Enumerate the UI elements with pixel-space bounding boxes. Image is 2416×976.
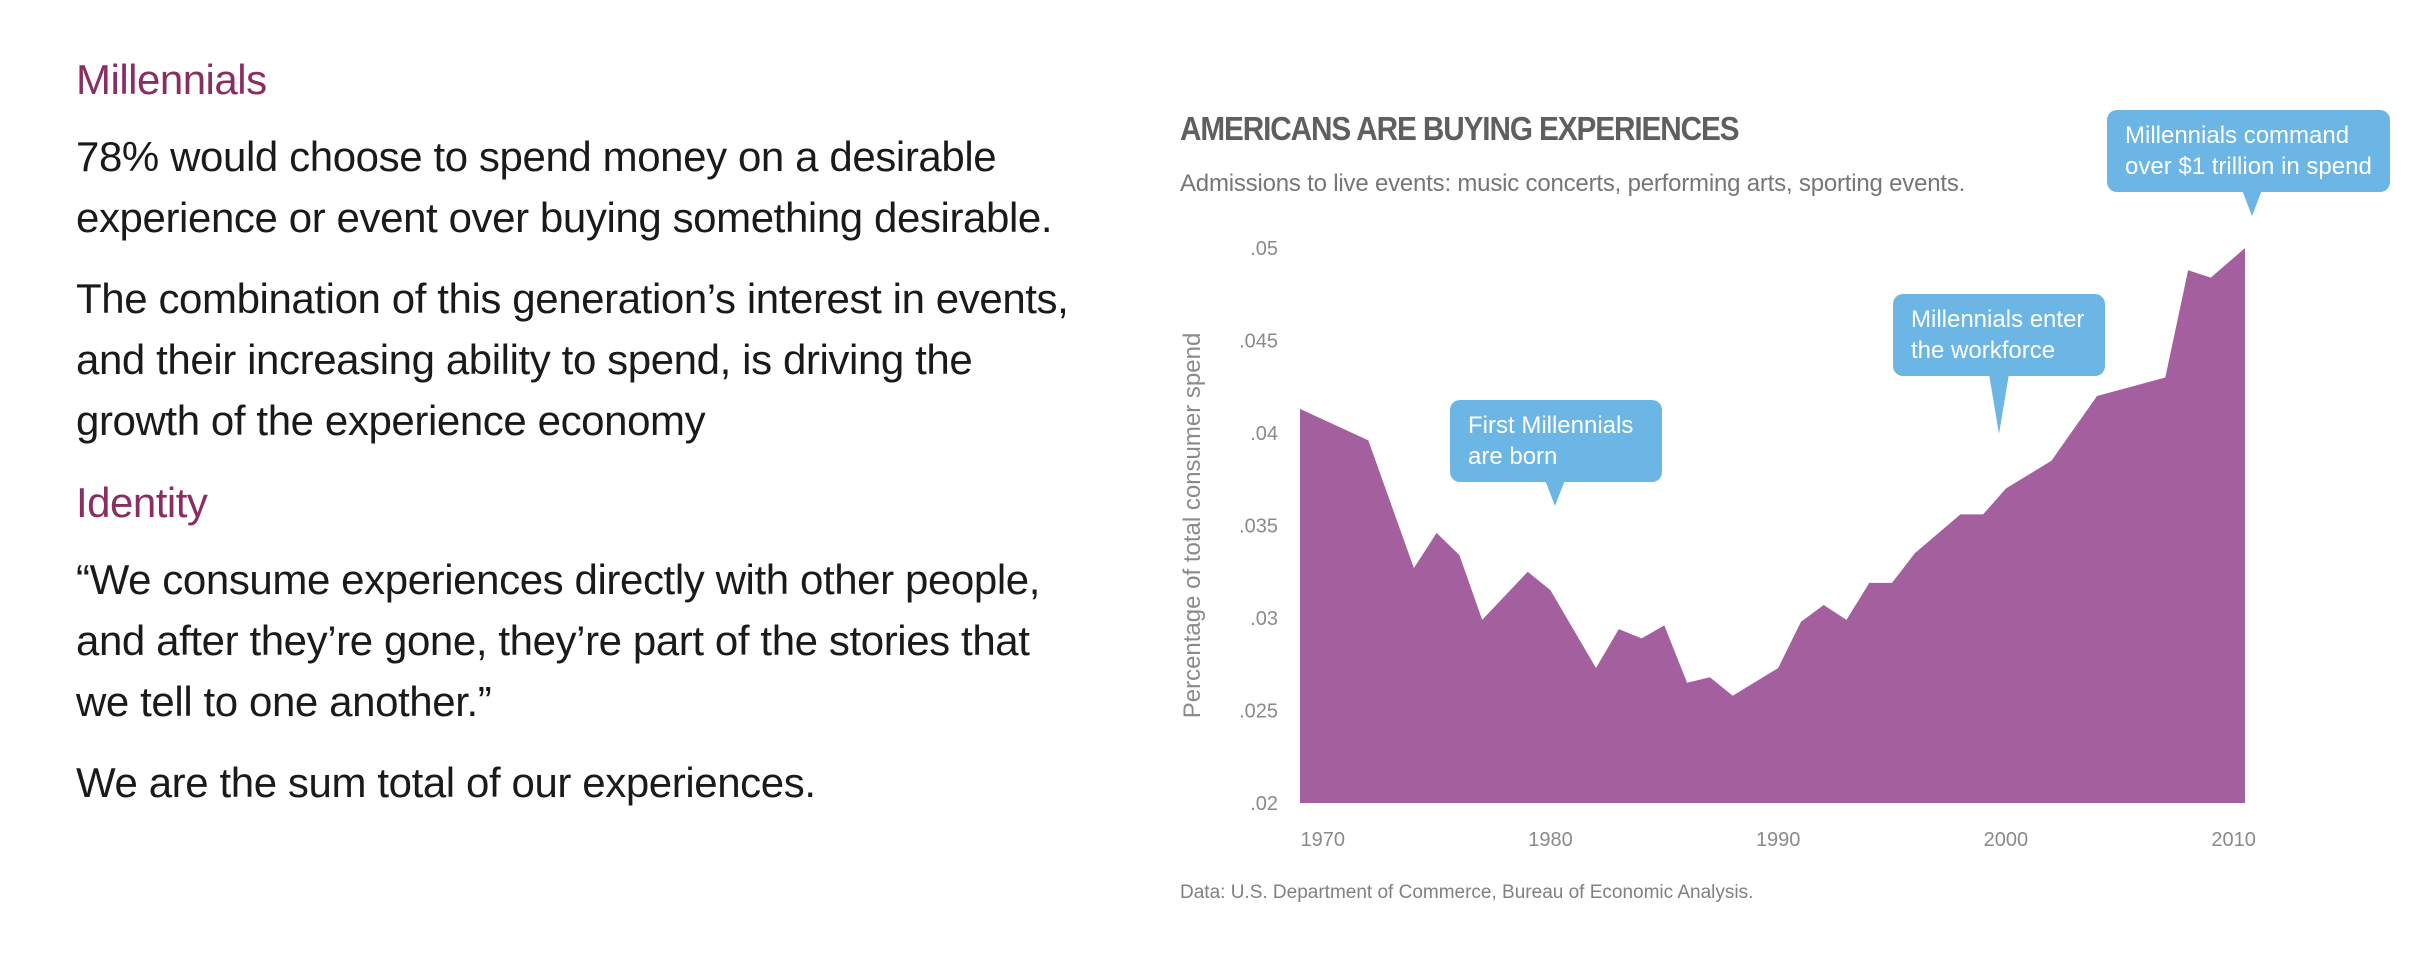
series-area <box>1300 248 2245 803</box>
heading-identity: Identity <box>76 479 208 526</box>
annotation-first-millennials: First Millennials are born <box>1450 400 1662 482</box>
x-tick-label: 1980 <box>1528 829 1573 851</box>
x-tick-label: 2010 <box>2211 829 2256 851</box>
y-tick-label: .02 <box>1250 793 1278 815</box>
annotation-trillion-spend: Millennials command over $1 trillion in … <box>2107 110 2390 192</box>
heading-millennials: Millennials <box>76 56 267 103</box>
annotation-text: Millennials enter the workforce <box>1911 306 2085 364</box>
paragraph-spend-stat: 78% would choose to spend money on a des… <box>76 133 1053 241</box>
x-tick-label: 1990 <box>1756 829 1801 851</box>
y-tick-label: .045 <box>1239 331 1278 353</box>
annotation-workforce: Millennials enter the workforce <box>1893 294 2105 376</box>
y-tick-label: .04 <box>1250 423 1278 445</box>
y-tick-label: .05 <box>1250 238 1278 260</box>
chart-title: AMERICANS ARE BUYING EXPERIENCES <box>1180 110 1740 147</box>
annotation-text: Millennials command over $1 trillion in … <box>2125 122 2372 180</box>
y-axis-label: Percentage of total consumer spend <box>1180 333 1206 719</box>
chart-subtitle: Admissions to live events: music concert… <box>1180 170 1966 197</box>
experiences-chart: AMERICANS ARE BUYING EXPERIENCES Admissi… <box>1180 100 2416 940</box>
paragraph-quote: “We consume experiences directly with ot… <box>76 556 1040 725</box>
y-tick-label: .03 <box>1250 608 1278 630</box>
x-tick-label: 2000 <box>1984 829 2029 851</box>
paragraph-sum-total: We are the sum total of our experiences. <box>76 759 816 806</box>
chart-plot: Percentage of total consumer spend .02 .0… <box>1180 238 2256 851</box>
x-tick-label: 1970 <box>1301 829 1346 851</box>
y-tick-label: .035 <box>1239 516 1278 538</box>
chart-source: Data: U.S. Department of Commerce, Burea… <box>1180 882 1754 903</box>
text-column: Millennials 78% would choose to spend mo… <box>76 48 1086 833</box>
annotation-text: First Millennials are born <box>1468 412 1634 470</box>
y-tick-label: .025 <box>1239 701 1278 723</box>
paragraph-experience-economy: The combination of this generation’s int… <box>76 275 1069 444</box>
